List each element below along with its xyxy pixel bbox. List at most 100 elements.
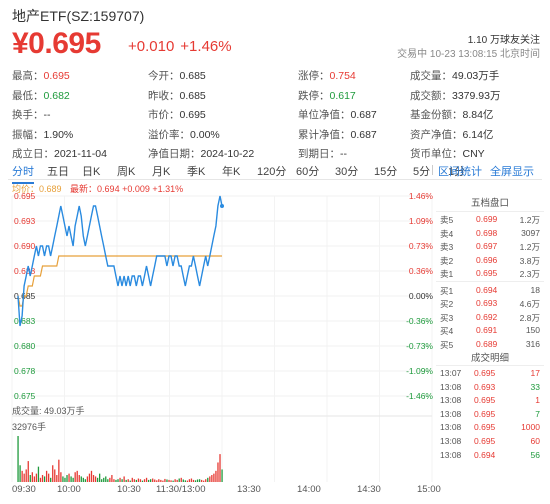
- tab-4[interactable]: 月K: [152, 166, 171, 178]
- tab-10[interactable]: 15分: [374, 166, 398, 178]
- order-book-title: 五档盘口: [436, 196, 544, 212]
- x-tick-label: 13:30: [237, 484, 261, 495]
- y-tick-label: 0.680: [14, 341, 36, 351]
- ask-price: 0.695: [476, 268, 498, 278]
- ask-price: 0.697: [476, 241, 498, 251]
- volume-bar: [188, 479, 191, 482]
- volume-bar: [211, 475, 213, 482]
- stat-label: 换手：: [12, 109, 44, 121]
- pct-tick-label: 0.73%: [409, 241, 434, 251]
- stat-label: 单位净值：: [298, 109, 351, 121]
- trade-list: 13:07 0.695 17 13:08 0.693 33 13:08 0.695 1 13:08…: [436, 366, 544, 461]
- volume-bar: [145, 477, 148, 482]
- volume-bar: [135, 479, 138, 482]
- stat-label: 累计净值：: [298, 128, 351, 141]
- volume-bar: [186, 480, 189, 482]
- trade-time: 13:08: [440, 395, 462, 406]
- volume-bar: [176, 479, 178, 482]
- avg-price-legend: 均价：0.689: [12, 184, 62, 194]
- stat-value: 3379.93万: [452, 89, 501, 102]
- tab-1[interactable]: 五日: [47, 166, 69, 178]
- stat-label: 货币单位：: [410, 148, 463, 160]
- fullscreen-button[interactable]: 全屏显示: [490, 166, 534, 178]
- volume-bar: [198, 479, 201, 482]
- stat-value: 0.682: [43, 89, 70, 102]
- tab-3[interactable]: 周K: [117, 166, 136, 178]
- y-tick-label: 0.693: [14, 216, 36, 226]
- stat-cell: 成交量：49.03万手: [410, 68, 499, 83]
- volume-bar: [84, 479, 87, 482]
- trade-time: 13:08: [440, 435, 462, 446]
- volume-bar: [78, 475, 80, 482]
- bid-volume: 18: [530, 284, 540, 295]
- bid-row: 买2 0.693 4.6万: [436, 296, 544, 310]
- stat-value: 0.685: [179, 89, 206, 102]
- y-tick-label: 0.675: [14, 391, 36, 401]
- volume-bar: [209, 476, 211, 482]
- stat-cell: 基金份额：8.84亿: [410, 107, 493, 122]
- stat-label: 昨收：: [148, 89, 180, 102]
- y-tick-label: 0.678: [14, 366, 36, 376]
- bid-volume: 2.8万: [519, 312, 540, 323]
- tab-5[interactable]: 季K: [187, 166, 206, 178]
- volume-bar: [21, 470, 23, 482]
- range-stats-button[interactable]: 区间统计: [438, 166, 482, 178]
- bid-price: 0.693: [476, 298, 498, 308]
- volume-bar: [96, 477, 99, 482]
- y-tick-label: 0.690: [14, 241, 36, 251]
- volume-bar: [174, 479, 176, 482]
- stats-row: 换手：-- 市价：0.695 单位净值：0.687 基金份额：8.84亿: [0, 105, 550, 125]
- ask-label: 卖2: [440, 255, 454, 266]
- tab-2[interactable]: 日K: [82, 166, 101, 178]
- bid-label: 买2: [440, 299, 454, 309]
- stat-label: 涨停：: [298, 70, 330, 82]
- volume-bar: [68, 473, 70, 482]
- volume-bar: [52, 465, 54, 482]
- volume-bar: [178, 478, 180, 482]
- volume-bar: [25, 469, 27, 482]
- price-line: [17, 195, 223, 327]
- bid-volume: 150: [525, 325, 540, 335]
- trade-time: 13:08: [440, 408, 462, 419]
- stat-label: 成交额：: [410, 89, 452, 102]
- volume-bar: [31, 472, 33, 482]
- stat-value: 0.695: [179, 109, 206, 121]
- trade-row: 13:08 0.693 33: [436, 380, 544, 394]
- tab-7[interactable]: 120分: [257, 166, 287, 178]
- trade-row: 13:08 0.695 7: [436, 407, 544, 421]
- tab-9[interactable]: 30分: [335, 166, 359, 178]
- stat-label: 跌停：: [298, 89, 330, 102]
- ask-row: 卖4 0.698 3097: [436, 226, 544, 240]
- tab-12[interactable]: 1分: [448, 166, 466, 178]
- tab-11[interactable]: 5分: [413, 166, 431, 178]
- x-tick-label: 10:30: [117, 484, 141, 495]
- stat-value: CNY: [462, 148, 485, 160]
- intraday-chart[interactable]: 0.6950.6930.6900.6880.6850.6830.6800.678…: [0, 192, 440, 504]
- tab-8[interactable]: 60分: [296, 166, 320, 178]
- y-tick-label: 0.688: [14, 266, 36, 276]
- volume-bar: [168, 479, 170, 482]
- volume-bar: [80, 476, 82, 482]
- bid-label: 买4: [440, 326, 454, 336]
- volume-bar: [152, 478, 154, 482]
- volume-bar: [58, 459, 60, 482]
- bid-label: 买5: [440, 339, 454, 350]
- trade-price: 0.694: [474, 449, 496, 460]
- trade-row: 13:07 0.695 17: [436, 366, 544, 380]
- volume-bar: [125, 479, 127, 482]
- tab-0[interactable]: 分时: [12, 163, 34, 184]
- x-tick-label: 10:00: [57, 484, 81, 495]
- trade-volume: 60: [530, 435, 540, 446]
- x-tick-label: 09:30: [12, 484, 36, 495]
- pct-tick-label: -1.09%: [406, 366, 433, 376]
- volume-bar: [127, 479, 129, 482]
- volume-bar: [70, 476, 72, 482]
- x-tick-label: 14:30: [357, 484, 381, 495]
- tab-6[interactable]: 年K: [222, 166, 241, 178]
- followers-count[interactable]: 1.10 万球友关注: [467, 35, 540, 46]
- stat-value: 8.84亿: [462, 109, 494, 121]
- stat-label: 净值日期：: [148, 148, 201, 160]
- volume-bar: [129, 480, 131, 482]
- y-tick-label: 0.683: [14, 316, 36, 326]
- book-divider: [436, 280, 544, 282]
